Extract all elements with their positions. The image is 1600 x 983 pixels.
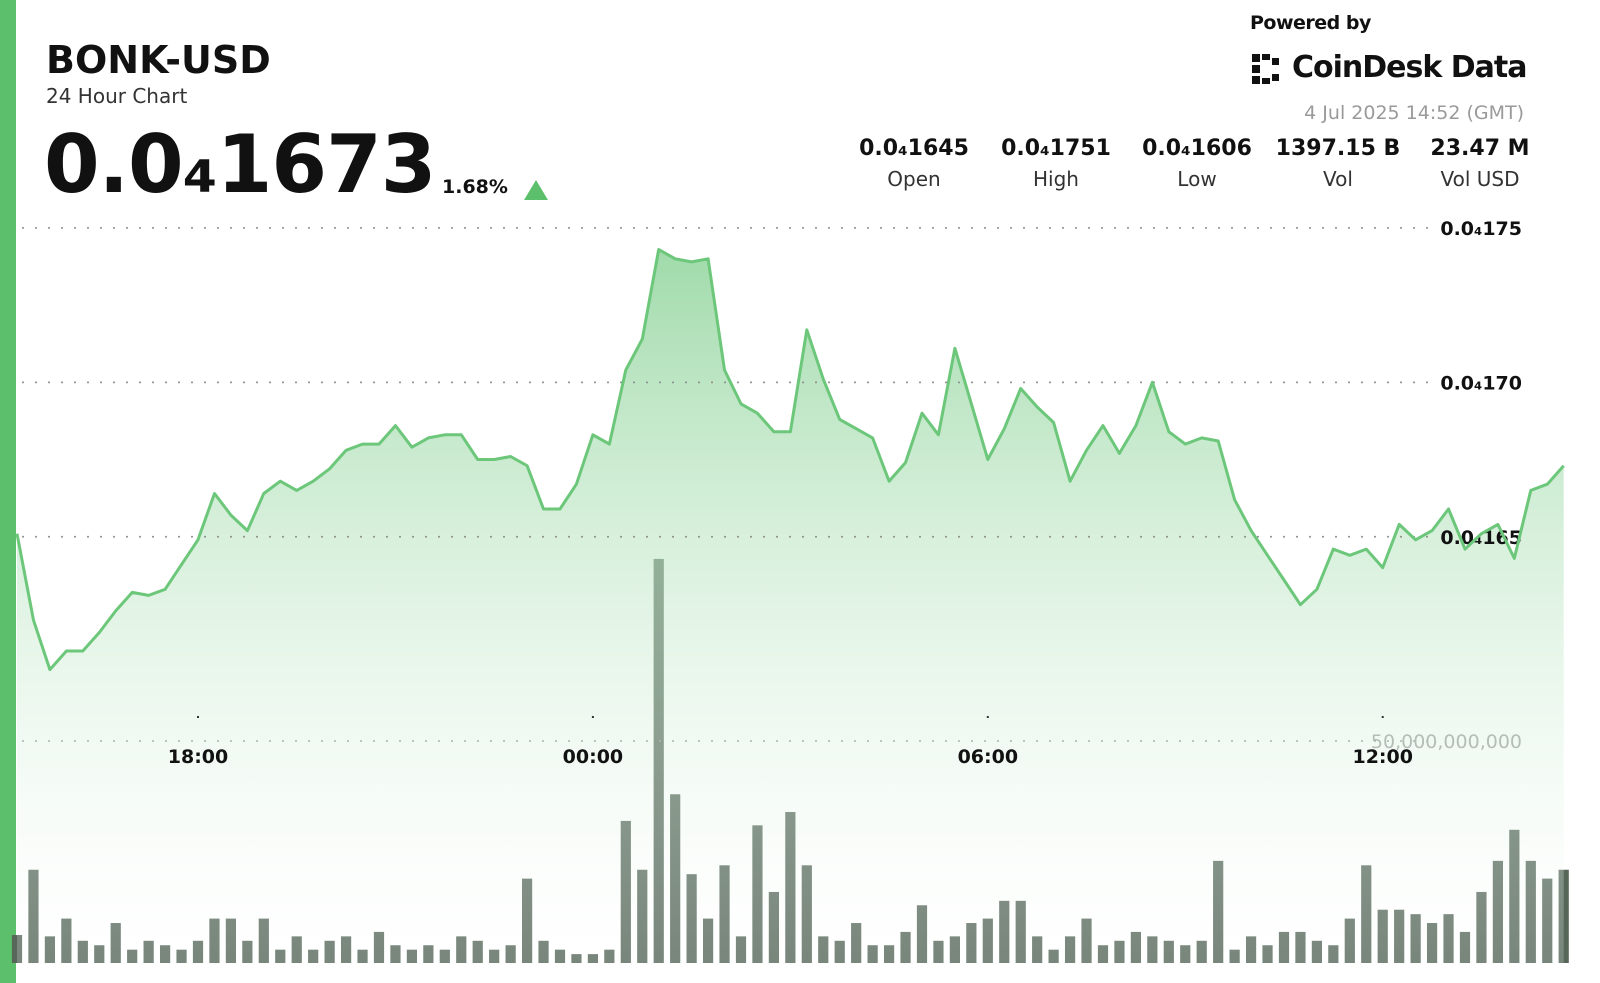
stat: 0.0₄1751 High [981,136,1131,191]
stat-label: Low [1177,167,1217,191]
plot: 50,000,000,0000.0₄1650.0₄1700.0₄17518:00… [11,218,1569,963]
volume-bar [1558,869,1569,963]
price: 0.0₄1673 [44,118,436,211]
x-tick-label: 12:00 [1352,746,1412,768]
y-tick-label: 0.0₄170 [1440,372,1522,394]
change: 1.68% [442,176,508,198]
stat-label: Vol [1323,167,1353,191]
x-tick-label: 00:00 [563,746,623,768]
area-fill [17,249,1564,963]
stat-value: 1397.15 B [1275,136,1401,161]
subtitle: 24 Hour Chart [46,84,188,108]
stat-value: 0.0₄1606 [1142,136,1252,161]
brand: CoinDesk Data [1292,50,1527,85]
stat-value: 0.0₄1645 [859,136,969,161]
timestamp: 4 Jul 2025 14:52 (GMT) [1304,102,1524,124]
powered-by: Powered by [1250,12,1371,34]
y-tick-label: 0.0₄175 [1440,218,1522,240]
stat-label: Vol USD [1440,167,1520,191]
stat-value: 23.47 M [1430,136,1530,161]
stat: 23.47 M Vol USD [1405,136,1555,191]
up-arrow [524,180,548,200]
x-tick-label: 18:00 [168,746,228,768]
y-tick-label: 0.0₄165 [1440,527,1522,549]
symbol: BONK-USD [46,38,271,82]
stat-label: High [1033,167,1079,191]
stat-value: 0.0₄1751 [1001,136,1111,161]
price-line [15,248,1565,672]
stat: 0.0₄1645 Open [839,136,989,191]
stat: 0.0₄1606 Low [1122,136,1272,191]
stat-label: Open [887,167,941,191]
accent-bar [0,0,16,983]
stat: 1397.15 B Vol [1263,136,1413,191]
x-tick-label: 06:00 [958,746,1018,768]
brand-logo [1252,54,1279,84]
